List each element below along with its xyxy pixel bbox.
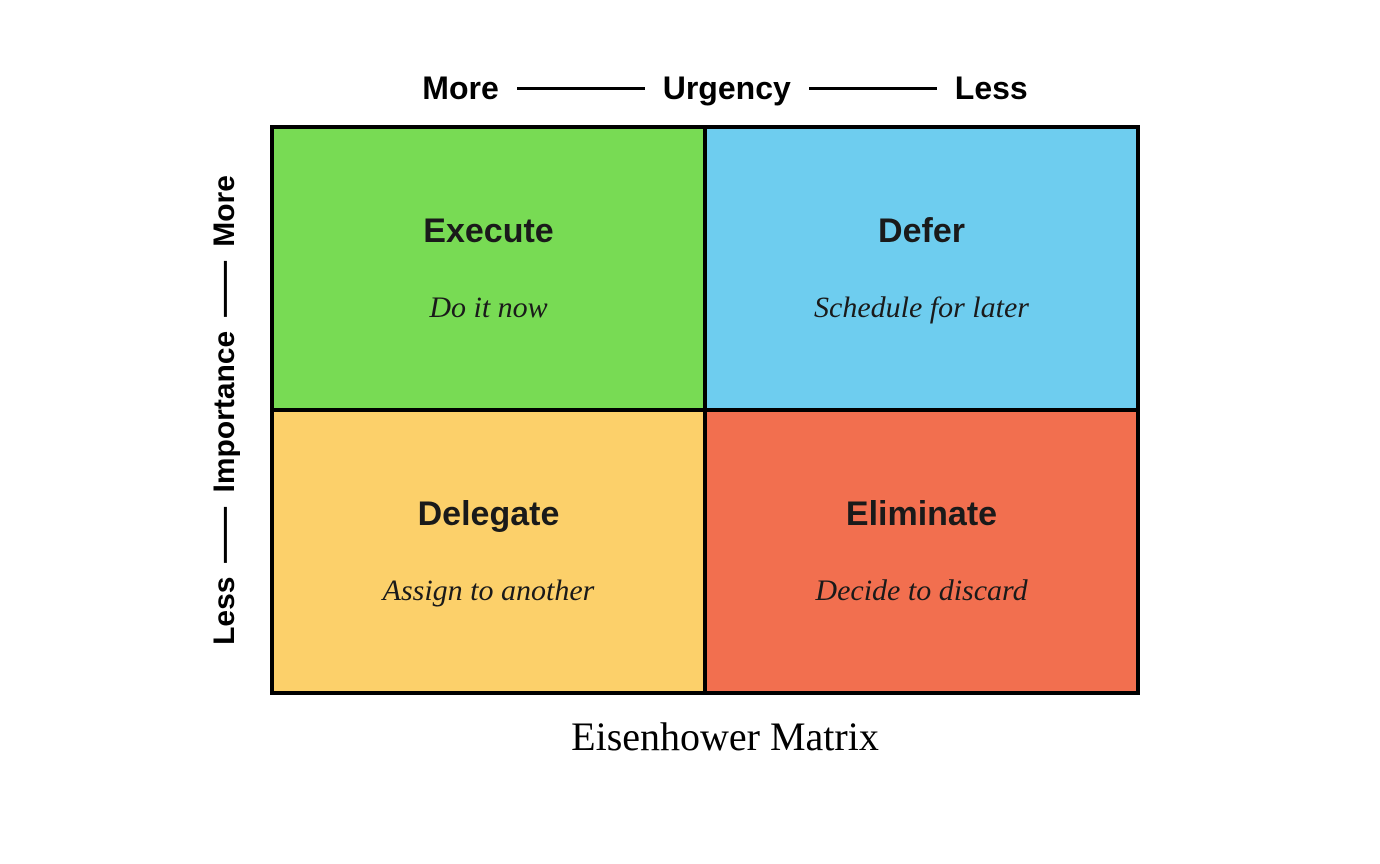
x-axis-line-left	[517, 87, 645, 90]
y-axis-top-label: More	[208, 175, 242, 247]
y-axis-line-bottom	[224, 507, 227, 563]
matrix-grid: Execute Do it now Defer Schedule for lat…	[270, 125, 1140, 695]
y-axis-label: Importance	[208, 331, 242, 493]
x-axis-label: Urgency	[663, 70, 791, 107]
y-axis-bottom-label: Less	[208, 577, 242, 645]
quadrant-title: Execute	[423, 212, 553, 251]
quadrant-title: Eliminate	[846, 495, 997, 534]
quadrant-execute: Execute Do it now	[274, 129, 705, 410]
y-axis-line-top	[224, 261, 227, 317]
quadrant-subtitle: Do it now	[429, 291, 547, 325]
quadrant-title: Delegate	[418, 495, 560, 534]
x-axis-label-row: More Urgency Less	[270, 70, 1180, 107]
quadrant-delegate: Delegate Assign to another	[274, 410, 705, 691]
x-axis-line-right	[809, 87, 937, 90]
quadrant-subtitle: Schedule for later	[814, 291, 1029, 325]
eisenhower-matrix: More Urgency Less Less Importance More E…	[200, 70, 1180, 760]
quadrant-defer: Defer Schedule for later	[705, 129, 1136, 410]
y-axis-label-inner: Less Importance More	[208, 175, 242, 645]
x-axis-right-label: Less	[955, 70, 1028, 107]
quadrant-title: Defer	[878, 212, 965, 251]
y-axis-label-column: Less Importance More	[200, 125, 250, 695]
quadrant-subtitle: Assign to another	[383, 574, 595, 608]
matrix-main-row: Less Importance More Execute Do it now D…	[200, 125, 1180, 695]
x-axis-left-label: More	[422, 70, 498, 107]
diagram-caption: Eisenhower Matrix	[270, 713, 1180, 760]
quadrant-eliminate: Eliminate Decide to discard	[705, 410, 1136, 691]
quadrant-subtitle: Decide to discard	[815, 574, 1027, 608]
